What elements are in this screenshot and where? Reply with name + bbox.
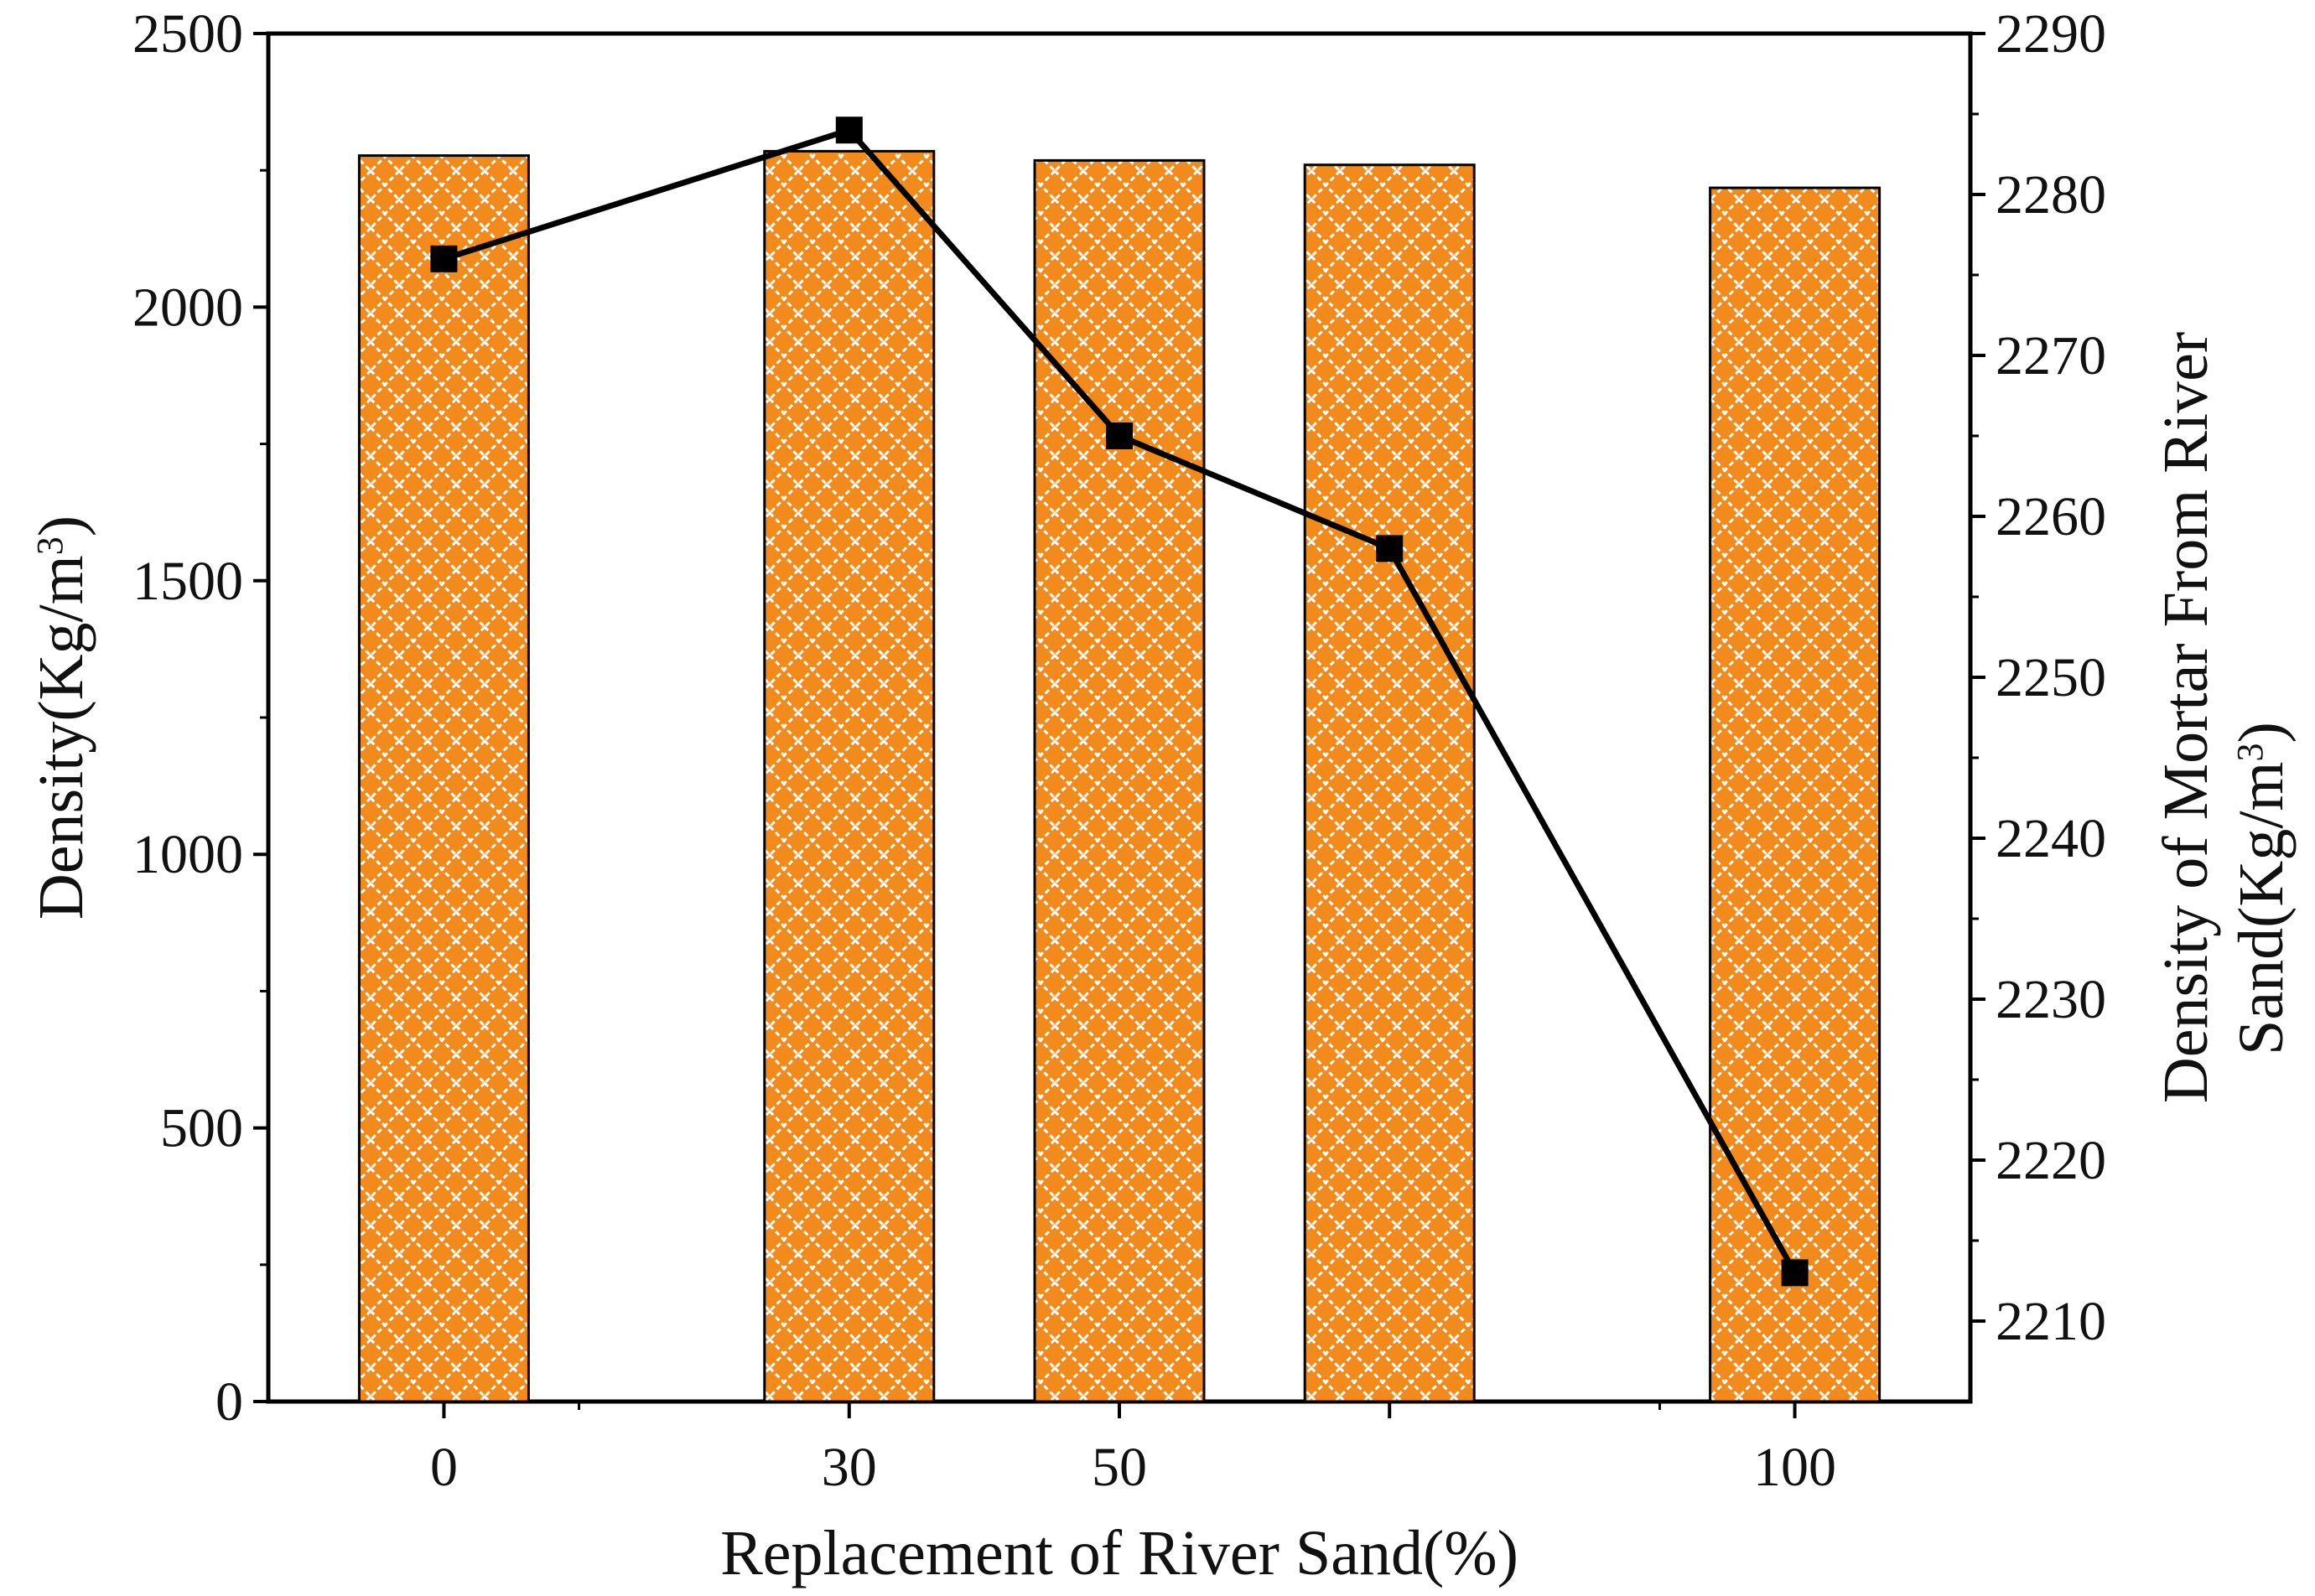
bars-layer [357,149,1882,1403]
bar-0 [357,154,530,1403]
y-tick-label-1000: 1000 [132,824,243,885]
y-axis-title: Density(Kg/m3) [26,516,96,920]
line-point-0 [430,245,458,272]
line-layer [430,117,1809,1287]
y2-tick-label-2270: 2270 [1996,325,2106,386]
y2-tick-label-2260: 2260 [1996,486,2106,547]
x-axis-title: Replacement of River Sand(%) [720,1518,1518,1588]
y-axis-title-sup: 3 [29,536,70,555]
y-tick-label-2000: 2000 [132,277,243,338]
y2-tick-label-2230: 2230 [1996,969,2106,1030]
y-tick-label-1500: 1500 [132,551,243,612]
y2-axis-title-line1: Density of Mortar From River [2151,332,2221,1103]
bar-30 [763,149,936,1403]
line-point-30 [835,117,863,144]
y2-axis-title-line2-text: Sand(Kg/m [2226,761,2297,1054]
y2-axis-title-line2-close: ) [2226,722,2297,743]
y2-tick-label-2210: 2210 [1996,1291,2106,1352]
bar-100 [1709,186,1882,1403]
y2-tick-label-2240: 2240 [1996,808,2106,869]
y-tick-label-0: 0 [215,1371,243,1433]
line-point-50 [1106,422,1133,449]
y2-axis-title-line2: Sand(Kg/m3) [2226,722,2297,1055]
y2-tick-label-2280: 2280 [1996,164,2106,225]
line-point-100 [1781,1259,1809,1287]
y2-tick-label-2250: 2250 [1996,647,2106,708]
x-tick-label-30: 30 [822,1437,877,1498]
x-tick-label-50: 50 [1092,1437,1147,1498]
bar-50 [1033,158,1206,1403]
y-tick-label-2500: 2500 [132,3,243,65]
axis-layer: 0500100015002000250022102220223022402250… [132,3,2106,1498]
y2-tick-label-2290: 2290 [1996,3,2106,65]
x-tick-label-100: 100 [1753,1437,1836,1498]
y2-axis-title-line2-sup: 3 [2229,743,2271,761]
y2-tick-label-2220: 2220 [1996,1130,2106,1191]
line-point-70 [1376,535,1404,562]
x-tick-label-0: 0 [430,1437,458,1498]
y-tick-label-500: 500 [160,1098,243,1159]
y-axis-title-text: Density(Kg/m [26,555,96,920]
bar-70 [1303,163,1476,1403]
y-axis-title-close: ) [26,516,96,536]
